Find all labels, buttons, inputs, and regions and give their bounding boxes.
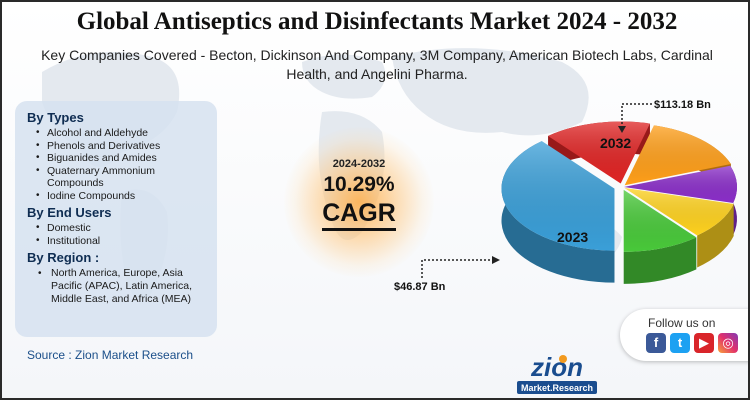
follow-us-label: Follow us on xyxy=(648,316,716,330)
category-label-2032: 2032 xyxy=(600,135,631,151)
leader-arrow-2023 xyxy=(492,256,500,264)
leader-arrow-2032 xyxy=(618,126,626,133)
leader-line-2032 xyxy=(621,103,652,128)
value-label-2032: $113.18 Bn xyxy=(654,99,711,111)
key-companies-subtitle: Key Companies Covered - Becton, Dickinso… xyxy=(41,47,713,82)
leader-line-2023 xyxy=(421,259,492,278)
cagr-glow xyxy=(284,127,434,277)
types-heading: By Types xyxy=(27,110,84,125)
zion-logo: zion Market.Research xyxy=(517,352,597,394)
follow-us-panel: Follow us on f t ▶ ◎ xyxy=(620,309,748,361)
pie-slice-2032-highlight xyxy=(548,121,650,184)
facebook-icon[interactable]: f xyxy=(646,333,666,353)
list-item: Biguanides and Amides xyxy=(27,152,207,165)
list-item: Iodine Compounds xyxy=(27,190,207,203)
list-item: Institutional xyxy=(27,235,207,248)
segments-panel: By Types Alcohol and Aldehyde Phenols an… xyxy=(15,101,217,337)
pie-slice-orange-highlight xyxy=(624,125,731,186)
list-item: North America, Europe, Asia Pacific (APA… xyxy=(27,267,207,306)
end-users-list: Domestic Institutional xyxy=(27,222,207,247)
instagram-icon[interactable]: ◎ xyxy=(718,333,738,353)
source-note: Source : Zion Market Research xyxy=(27,348,194,362)
types-list: Alcohol and Aldehyde Phenols and Derivat… xyxy=(27,127,207,202)
region-heading: By Region : xyxy=(27,250,100,265)
pie-slice-green-side xyxy=(623,237,697,284)
cagr-value: 10.29% xyxy=(323,173,395,196)
svg-text:Market.Research: Market.Research xyxy=(521,383,593,393)
pie-slice-purple-highlight xyxy=(623,165,737,203)
cagr-period: 2024-2032 xyxy=(332,158,386,170)
youtube-icon[interactable]: ▶ xyxy=(694,333,714,353)
end-users-heading: By End Users xyxy=(27,205,112,220)
category-label-2023: 2023 xyxy=(557,229,588,245)
pie-slice-yellow-highlight xyxy=(624,187,734,236)
page-title: Global Antiseptics and Disinfectants Mar… xyxy=(76,8,678,35)
svg-text:zion: zion xyxy=(530,352,583,382)
pie-top xyxy=(501,121,737,252)
market-pie-chart: $113.18 Bn $46.87 Bn 2032 2023 xyxy=(394,99,737,293)
pie-slice-green-highlight xyxy=(623,189,697,252)
pie-slice-2023-highlight xyxy=(501,141,615,251)
value-label-2023: $46.87 Bn xyxy=(394,281,446,293)
cagr-label-text: CAGR xyxy=(322,199,396,231)
twitter-icon[interactable]: t xyxy=(670,333,690,353)
region-list: North America, Europe, Asia Pacific (APA… xyxy=(27,267,207,306)
list-item: Quaternary Ammonium Compounds xyxy=(27,165,207,190)
list-item: Phenols and Derivatives xyxy=(27,140,207,153)
pie-slice-yellow-side xyxy=(697,204,734,268)
list-item: Domestic xyxy=(27,222,207,235)
list-item: Alcohol and Aldehyde xyxy=(27,127,207,140)
cagr-label: CAGR xyxy=(284,199,434,231)
